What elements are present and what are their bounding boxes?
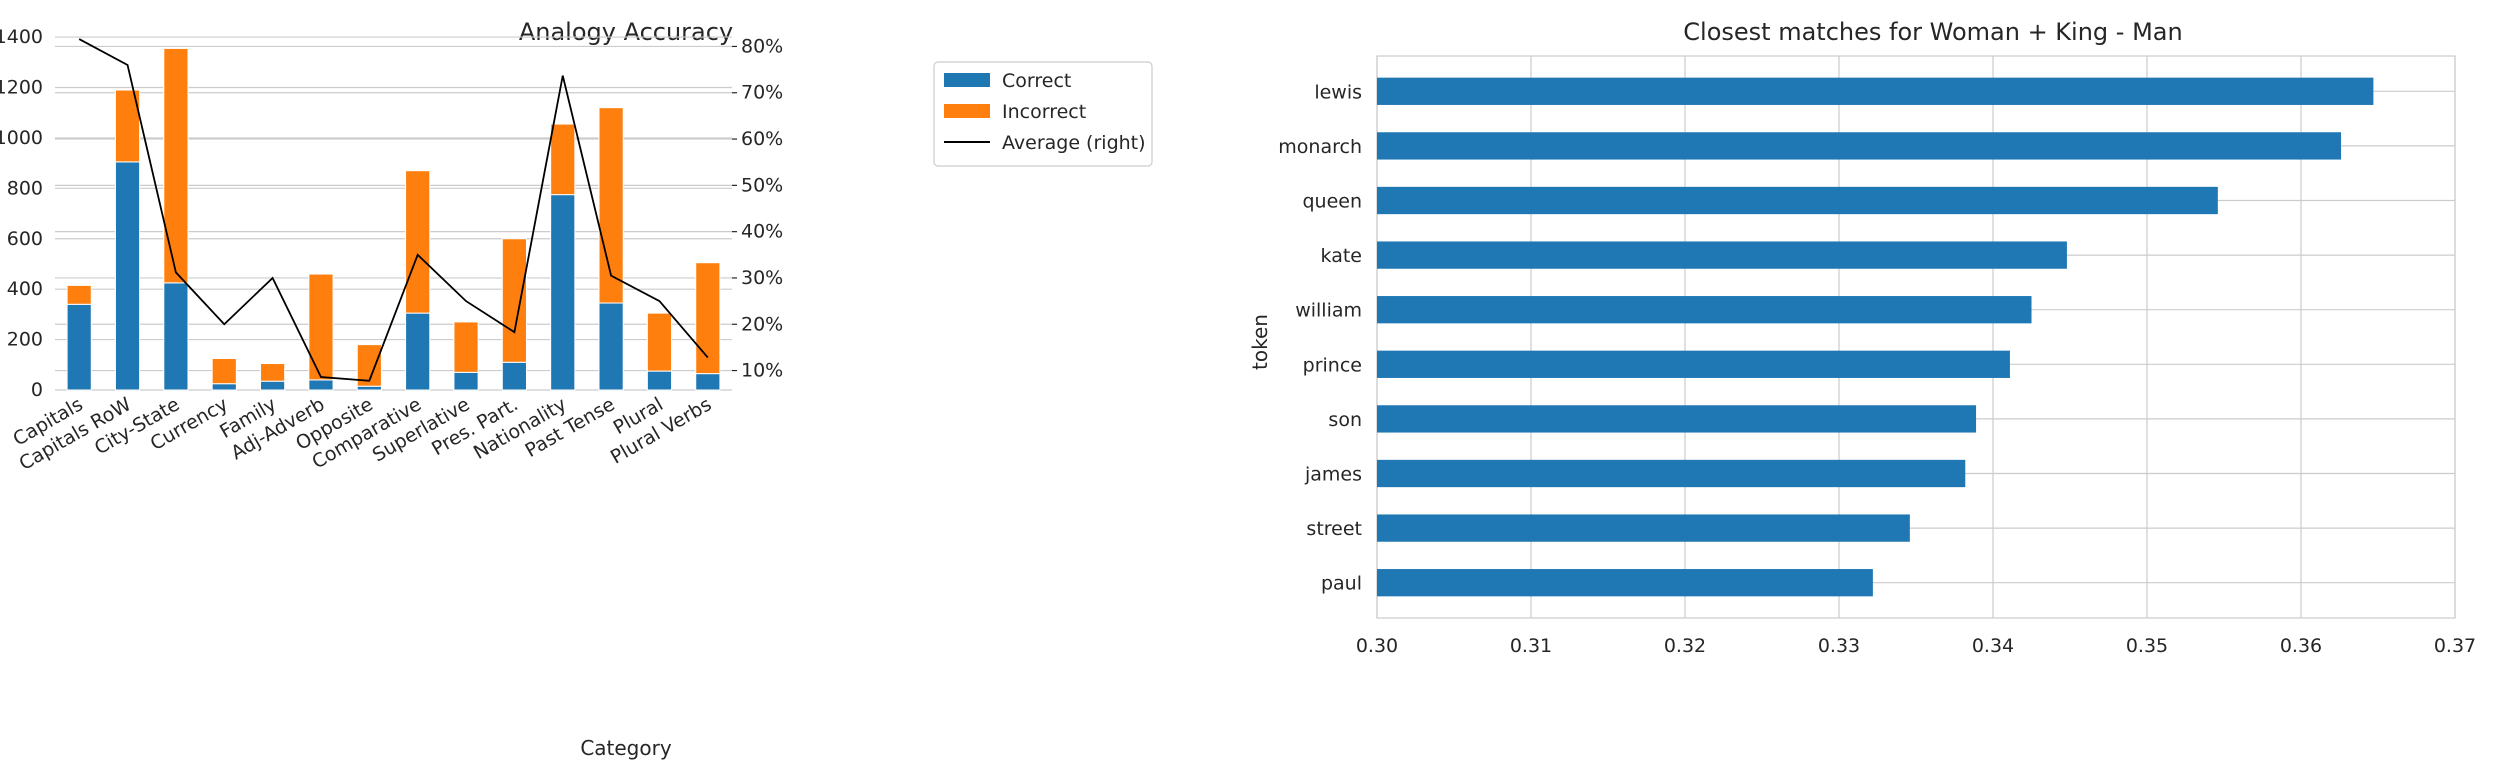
chart2-x-tick-label: 0.37 [2434, 635, 2476, 657]
chart2-y-tick-label: kate [1321, 245, 1362, 267]
chart2-y-tick-label: james [1304, 464, 1362, 486]
chart1-bar-incorrect [695, 262, 721, 375]
chart2-bar [1377, 296, 2032, 324]
chart2-y-tick-label: queen [1302, 191, 1362, 213]
chart2-y-tick-label: monarch [1278, 136, 1362, 158]
chart1-title: Analogy Accuracy [519, 18, 733, 46]
chart2-bar [1377, 405, 1977, 433]
chart2-bar [1377, 569, 1873, 597]
chart1-legend-label: Average (right) [1002, 132, 1146, 154]
chart1-y2-tick-label: 70% [741, 82, 783, 104]
chart1-y2-tick-label: 10% [741, 360, 783, 382]
chart1-bar-incorrect [598, 107, 624, 304]
chart1-y-tick-label: 1000 [0, 127, 43, 149]
chart2-bar [1377, 186, 2218, 215]
chart1-legend: Correct Incorrect Average (right) [933, 61, 1153, 167]
chart1-y-tick-label: 600 [7, 228, 43, 250]
chart1-bar-incorrect [405, 170, 431, 314]
chart1-bar-correct [308, 379, 334, 391]
chart2-y-axis-label: token [1248, 314, 1272, 370]
chart1-average-line-path [78, 38, 709, 382]
chart1-bar-incorrect [501, 238, 527, 363]
chart1-y-tick-label: 1400 [0, 26, 43, 48]
chart2-bars [1377, 77, 2374, 597]
chart1-bar-correct [695, 373, 721, 391]
chart1-y2-tick-label: 30% [741, 267, 783, 289]
chart2-x-tick-label: 0.36 [2280, 635, 2322, 657]
chart1-y-tick-label: 0 [31, 379, 43, 401]
chart2-bar [1377, 241, 2067, 269]
chart1-bar-incorrect [260, 363, 286, 382]
chart2-y-tick-label: william [1295, 300, 1362, 322]
chart2-bar [1377, 77, 2374, 105]
chart1-bar-incorrect [646, 312, 673, 372]
chart2-bar [1377, 459, 1966, 488]
chart2-x-tick-label: 0.33 [1818, 635, 1860, 657]
chart2-x-tick-label: 0.31 [1510, 635, 1552, 657]
chart1-bar-correct [453, 371, 479, 391]
chart2-bar [1377, 132, 2342, 160]
chart1-legend-box [933, 61, 1153, 167]
chart1-bar-correct [501, 361, 527, 391]
chart2-axes: 0.30 0.31 0.32 0.33 0.34 0.35 0.36 0.37 lewis mon… [1278, 81, 2476, 657]
chart1-bar-incorrect [550, 123, 576, 196]
chart1-bar-correct [550, 194, 576, 391]
analogy-accuracy-chart: Analogy Accuracy Category 0 200 400 600 800 1… [0, 18, 1153, 760]
chart1-legend-label: Incorrect [1002, 101, 1086, 123]
chart1-y2-tick-label: 40% [741, 221, 783, 243]
chart1-y2-tick-label: 50% [741, 174, 783, 196]
chart1-bar-incorrect [163, 47, 189, 284]
chart1-y2-tick-label: 60% [741, 128, 783, 150]
chart1-legend-swatch [944, 73, 990, 87]
chart1-bar-correct [356, 385, 382, 391]
chart1-bar-correct [260, 380, 286, 391]
chart2-x-tick-label: 0.32 [1664, 635, 1706, 657]
chart1-bar-correct [163, 282, 189, 391]
chart1-y-tick-label: 800 [7, 177, 43, 199]
chart2-bar [1377, 514, 1910, 542]
chart1-legend-swatch [944, 104, 990, 118]
chart1-bar-incorrect [66, 284, 92, 305]
chart1-y-tick-label: 1200 [0, 77, 43, 99]
chart1-bar-correct [598, 302, 624, 391]
chart1-bar-incorrect [308, 273, 334, 381]
closest-matches-chart: Closest matches for Woman + King - Man t… [1248, 18, 2476, 657]
chart1-bar-correct [405, 312, 431, 391]
chart2-title: Closest matches for Woman + King - Man [1683, 18, 2182, 46]
chart1-gridlines [55, 36, 732, 391]
chart1-y-tick-label: 400 [7, 278, 43, 300]
chart2-x-tick-label: 0.35 [2126, 635, 2168, 657]
chart1-bar-correct [211, 383, 237, 391]
chart1-y2-tick-label: 80% [741, 35, 783, 57]
chart1-average-line [78, 38, 709, 382]
chart1-bar-correct [646, 370, 673, 391]
chart2-x-tick-label: 0.30 [1356, 635, 1398, 657]
chart1-x-axis-label: Category [580, 736, 672, 760]
chart1-legend-label: Correct [1002, 70, 1071, 92]
chart2-y-tick-label: son [1328, 409, 1362, 431]
chart1-y-tick-label: 200 [7, 329, 43, 351]
chart2-y-tick-label: prince [1303, 354, 1362, 376]
chart1-bar-correct [66, 303, 92, 391]
chart1-bars [66, 47, 721, 391]
chart2-x-tick-label: 0.34 [1972, 635, 2014, 657]
chart1-bar-incorrect [211, 357, 237, 385]
chart1-bar-correct [114, 161, 141, 391]
chart2-y-tick-label: lewis [1314, 81, 1362, 103]
chart2-bar [1377, 350, 2010, 378]
chart1-bar-incorrect [453, 321, 479, 373]
chart1-y2-tick-label: 20% [741, 313, 783, 335]
chart2-y-tick-label: paul [1321, 573, 1362, 595]
chart2-y-tick-label: street [1306, 518, 1362, 540]
